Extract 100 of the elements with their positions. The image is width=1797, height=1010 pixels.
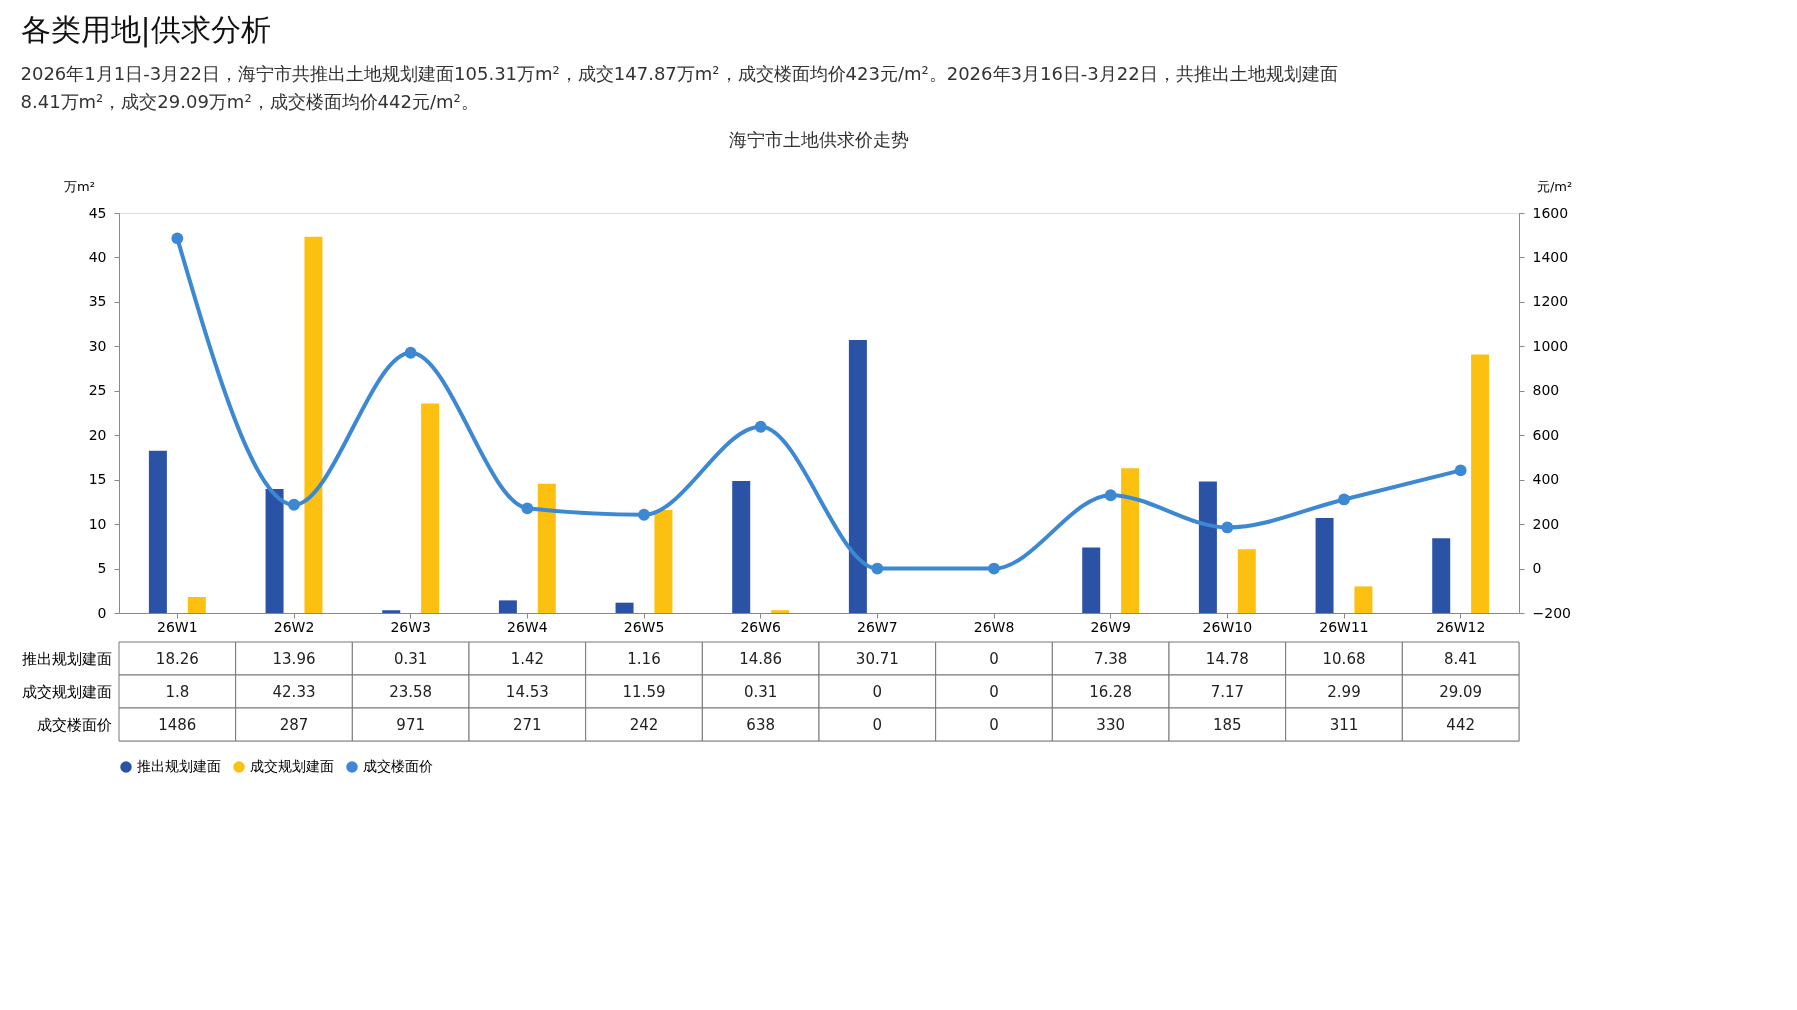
data-label: 30.71 bbox=[855, 649, 899, 668]
point bbox=[171, 232, 184, 245]
bar bbox=[537, 483, 556, 613]
point bbox=[871, 562, 884, 575]
data-label: 0.31 bbox=[393, 649, 428, 668]
data-label: 13.96 bbox=[272, 649, 316, 668]
data-label: 11.59 bbox=[622, 682, 666, 701]
x-tick-label: 26W9 bbox=[1090, 618, 1131, 635]
point bbox=[521, 502, 534, 515]
data-label: 0.31 bbox=[743, 682, 778, 701]
y2-tick-label: 1400 bbox=[1532, 248, 1569, 265]
y2-tick-label: 200 bbox=[1532, 515, 1560, 532]
data-label: 971 bbox=[396, 715, 425, 734]
data-label: 14.78 bbox=[1205, 649, 1249, 668]
x-tick-label: 26W5 bbox=[623, 618, 665, 635]
y-tick-label: 30 bbox=[88, 337, 107, 354]
point bbox=[288, 498, 300, 511]
x-tick-label: 26W4 bbox=[507, 618, 548, 635]
point bbox=[754, 420, 767, 433]
y-tick-label: 20 bbox=[88, 426, 107, 443]
data-label: 271 bbox=[513, 715, 542, 734]
legend-label: 推出规划建面 bbox=[137, 758, 221, 774]
data-label: 311 bbox=[1329, 715, 1359, 734]
y-axis-title: 万m² bbox=[64, 178, 95, 194]
data-label: 287 bbox=[279, 715, 309, 734]
point bbox=[638, 508, 650, 521]
bar bbox=[421, 403, 440, 613]
bar bbox=[1082, 547, 1101, 613]
data-label: 14.86 bbox=[739, 649, 783, 668]
y-tick-label: 0 bbox=[97, 604, 107, 621]
y2-axis-title: 元/m² bbox=[1536, 178, 1573, 194]
y-tick-label: 10 bbox=[88, 515, 107, 532]
bar bbox=[615, 602, 634, 613]
data-label: 18.26 bbox=[155, 649, 199, 668]
data-label: 29.09 bbox=[1439, 682, 1483, 701]
bar bbox=[848, 340, 867, 613]
legend-label: 成交规划建面 bbox=[250, 758, 334, 774]
x-tick-label: 26W1 bbox=[157, 618, 198, 635]
data-label: 2.99 bbox=[1327, 682, 1361, 701]
data-label: 1486 bbox=[158, 715, 197, 734]
x-tick-label: 26W3 bbox=[390, 618, 431, 635]
bar bbox=[382, 610, 401, 613]
bar bbox=[771, 610, 790, 613]
data-label: 23.58 bbox=[389, 682, 433, 701]
y2-tick-label: −200 bbox=[1532, 604, 1571, 621]
data-label: 185 bbox=[1213, 715, 1242, 734]
x-tick-label: 26W12 bbox=[1435, 618, 1486, 635]
y2-tick-label: 0 bbox=[1532, 560, 1542, 577]
bar bbox=[1121, 468, 1140, 613]
y2-tick-label: 400 bbox=[1532, 471, 1560, 488]
legend-label: 成交楼面价 bbox=[363, 758, 433, 774]
x-tick-label: 26W8 bbox=[973, 618, 1015, 635]
y2-tick-label: 600 bbox=[1532, 426, 1560, 443]
text: 成交规划建面 bbox=[21, 682, 112, 701]
data-label: 442 bbox=[1446, 715, 1475, 734]
x-tick-label: 26W2 bbox=[273, 618, 315, 635]
chart-title: 海宁市土地供求价走势 bbox=[729, 129, 909, 150]
bar bbox=[732, 480, 751, 613]
data-label: 10.68 bbox=[1322, 649, 1366, 668]
x-tick-label: 26W10 bbox=[1202, 618, 1253, 635]
y2-tick-label: 1200 bbox=[1532, 293, 1569, 310]
point bbox=[988, 562, 1000, 575]
x-tick-label: 26W7 bbox=[857, 618, 898, 635]
point bbox=[1454, 464, 1467, 477]
data-label: 1.16 bbox=[627, 649, 661, 668]
bar bbox=[148, 450, 167, 613]
bar bbox=[187, 597, 206, 613]
data-label: 0 bbox=[872, 715, 883, 734]
y2-tick-label: 800 bbox=[1532, 382, 1560, 399]
bar bbox=[1237, 549, 1256, 613]
text: 2026年1月1日-3月22日，海宁市共推出土地规划建面105.31万m²，成交147.87万m²，成交楼面均价423元/m²。2026年3月16日-3月22日，共推出土地规划建面8.41万m²，成交29.09万m²，成交楼面均价442元/m²。 bbox=[20, 62, 1338, 112]
data-label: 0 bbox=[989, 649, 999, 668]
bar bbox=[654, 509, 673, 613]
bar bbox=[1432, 538, 1451, 613]
bar bbox=[1198, 481, 1217, 613]
y2-tick-label: 1600 bbox=[1532, 204, 1569, 221]
point bbox=[1338, 493, 1350, 506]
data-label: 0 bbox=[989, 682, 999, 701]
y-tick-label: 40 bbox=[88, 248, 107, 265]
text: 成交楼面价 bbox=[36, 715, 112, 734]
bar bbox=[498, 600, 517, 613]
bar bbox=[1354, 586, 1373, 613]
text: 推出规划建面 bbox=[21, 649, 112, 668]
data-label: 242 bbox=[629, 715, 659, 734]
data-label: 16.28 bbox=[1089, 682, 1133, 701]
x-tick-label: 26W6 bbox=[740, 618, 782, 635]
data-label: 0 bbox=[989, 715, 999, 734]
data-label: 14.53 bbox=[505, 682, 549, 701]
bar bbox=[265, 488, 284, 613]
data-label: 638 bbox=[746, 715, 775, 734]
bar bbox=[1471, 354, 1490, 613]
data-label: 8.41 bbox=[1443, 649, 1478, 668]
y-tick-label: 25 bbox=[88, 382, 107, 399]
y-tick-label: 45 bbox=[88, 204, 107, 221]
point bbox=[404, 346, 417, 359]
x-tick-label: 26W11 bbox=[1319, 618, 1369, 635]
y2-tick-label: 1000 bbox=[1532, 337, 1569, 354]
bar bbox=[304, 236, 323, 613]
data-label: 330 bbox=[1096, 715, 1125, 734]
data-label: 7.17 bbox=[1210, 682, 1245, 701]
